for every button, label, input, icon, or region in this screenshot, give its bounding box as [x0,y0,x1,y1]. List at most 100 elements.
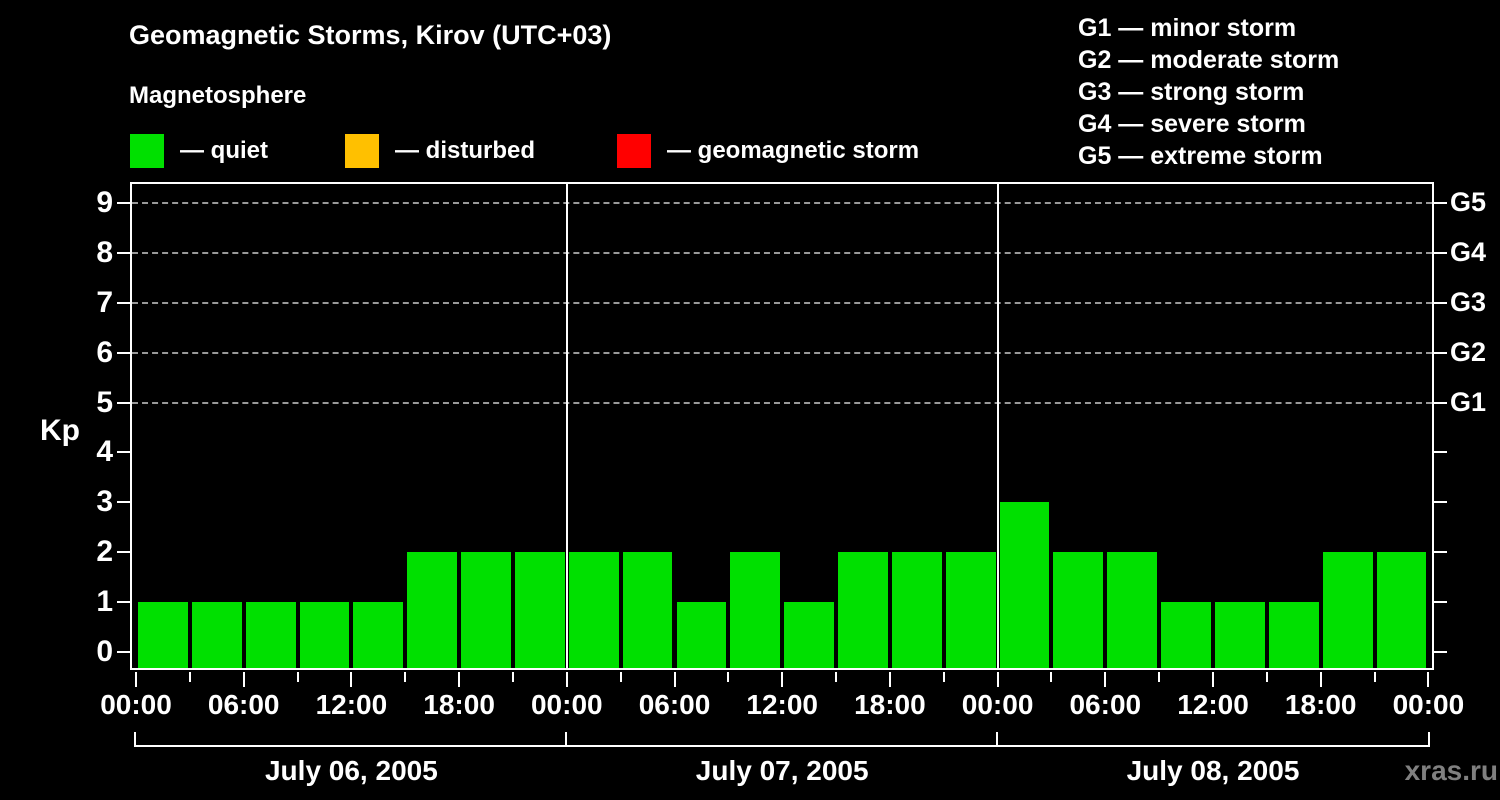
x-tick-69h [1373,672,1376,682]
day-divider [565,184,568,668]
g-scale-line-g2: G2 — moderate storm [1078,46,1340,74]
kp-bar-day3-slot3 [1107,552,1158,669]
y-axis-title-kp: Kp [40,414,80,447]
x-tick-label: 18:00 [1284,689,1357,720]
legend-item-quiet: — quiet [130,133,268,169]
date-bracket-tick [564,732,567,747]
y-tick-label-4: 4 [96,435,113,469]
kp-bar-day1-slot4 [299,602,350,669]
y-tick-label-5: 5 [96,385,113,419]
x-tick-57h [1158,672,1161,682]
y-tick-label-9: 9 [96,185,113,219]
x-tick-15h [404,672,407,682]
date-bracket-tick [134,732,136,747]
right-tick-9 [1434,201,1447,204]
gridline-kp9 [132,201,1432,204]
page-title: Geomagnetic Storms, Kirov (UTC+03) [129,20,612,50]
right-tick-1 [1434,601,1447,604]
y-tick-label-2: 2 [96,535,113,569]
g-scale-legend: G1 — minor storm G2 — moderate storm G3 … [1078,12,1339,172]
right-tick-0 [1434,651,1447,653]
legend-label-disturbed: — disturbed [395,137,536,164]
x-tick-label: 18:00 [423,689,495,720]
x-tick-label: 00:00 [1392,689,1465,720]
date-bracket-tick [1428,732,1431,747]
kp-bar-day1-slot1 [138,602,188,669]
kp-bar-day3-slot6 [1268,602,1319,669]
right-axis-label-g3: G3 [1450,286,1487,317]
x-tick-60h [1212,672,1214,687]
storm-color-swatch [617,134,651,168]
y-tick-7 [117,301,130,304]
y-tick-label-8: 8 [96,235,113,269]
x-tick-label: 12:00 [1177,689,1249,720]
right-tick-7 [1434,301,1447,304]
x-tick-42h [888,672,891,687]
x-tick-6h [242,672,245,687]
legend-item-geomagnetic-storm: — geomagnetic storm [617,133,919,169]
legend-item-disturbed: — disturbed [345,133,535,169]
x-tick-0h [135,672,137,687]
kp-bar-day1-slot2 [191,602,242,669]
x-tick-label: 00:00 [100,689,172,720]
y-tick-label-3: 3 [96,485,113,519]
kp-bar-day1-slot5 [353,602,404,669]
right-tick-3 [1434,501,1447,504]
g-scale-line-g3: G3 — strong storm [1078,78,1305,106]
x-tick-45h [942,672,945,682]
y-tick-0 [117,651,130,653]
kp-bar-day1-slot3 [245,602,296,669]
date-label-day3: July 08, 2005 [1126,755,1300,786]
kp-bar-day2-slot6 [838,552,888,669]
subtitle-magnetosphere: Magnetosphere [129,82,307,109]
kp-bar-day3-slot4 [1161,602,1211,669]
y-tick-1 [117,601,130,604]
x-tick-30h [673,672,676,687]
y-tick-3 [117,501,130,504]
x-tick-label: 06:00 [638,689,711,720]
right-axis-label-g2: G2 [1450,336,1487,367]
kp-bar-day1-slot7 [461,552,511,669]
x-tick-3h [188,672,191,682]
right-axis-label-g1: G1 [1450,386,1487,417]
day-divider [996,184,999,668]
y-tick-2 [117,551,130,554]
x-tick-label: 06:00 [207,689,280,720]
plot-border [130,182,1434,670]
x-tick-21h [511,672,514,682]
kp-bar-day3-slot7 [1322,552,1373,669]
disturbed-color-swatch [345,134,379,168]
y-tick-5 [117,401,130,404]
g-scale-line-g4: G4 — severe storm [1078,110,1306,138]
x-tick-12h [350,672,353,687]
y-tick-label-6: 6 [96,335,113,369]
x-tick-label: 18:00 [854,689,926,720]
x-tick-48h [996,672,999,687]
x-tick-36h [781,672,784,687]
kp-bar-day3-slot1 [999,502,1050,669]
kp-bar-day3-slot5 [1215,602,1265,669]
g-scale-line-g1: G1 — minor storm [1078,14,1297,42]
kp-bar-day3-slot2 [1053,552,1104,669]
gridline-kp7 [132,301,1432,304]
kp-bar-day2-slot3 [676,602,727,669]
date-label-day2: July 07, 2005 [695,755,869,786]
x-tick-label: 12:00 [746,689,818,720]
x-tick-66h [1319,672,1322,687]
x-tick-72h [1427,672,1430,687]
right-tick-4 [1434,451,1447,454]
right-tick-5 [1434,401,1447,404]
x-tick-label: 00:00 [961,689,1034,720]
kp-bar-day3-slot8 [1376,552,1427,669]
date-bracket-line [134,745,1431,747]
y-tick-8 [117,251,130,254]
kp-bar-day2-slot1 [568,552,619,669]
y-tick-label-1: 1 [96,585,113,619]
x-tick-18h [458,672,461,687]
right-axis-label-g4: G4 [1450,236,1487,267]
x-tick-24h [565,672,568,687]
right-axis-label-g5: G5 [1450,186,1487,217]
g-scale-line-g5: G5 — extreme storm [1078,142,1323,170]
date-label-day1: July 06, 2005 [264,755,438,786]
legend-label-quiet: — quiet [180,137,268,164]
